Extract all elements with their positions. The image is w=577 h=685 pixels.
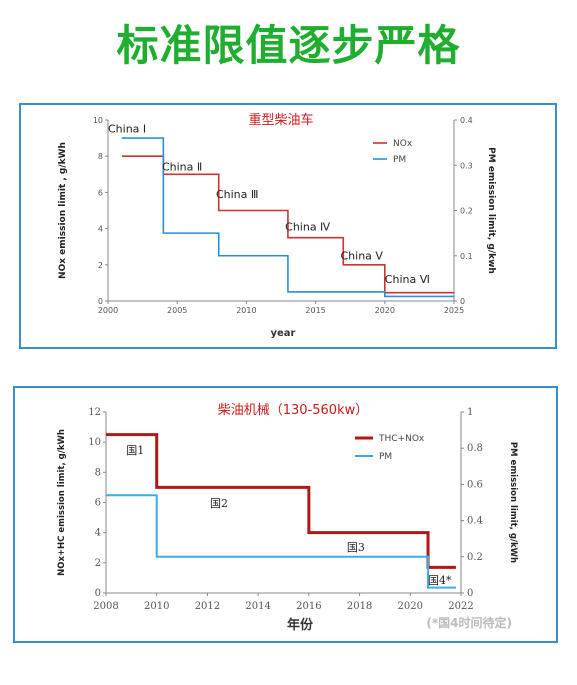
stage-label: China Ⅵ	[385, 273, 430, 286]
chart-diesel-machinery: 2008 2010 2012 2014 2016 2018 2020 202202468101…	[57, 403, 518, 633]
x-tick-label: 2010	[236, 306, 256, 315]
x-axis-title: 年份	[287, 617, 314, 633]
y-tick-label: 0	[98, 297, 103, 306]
stage-label: China Ⅳ	[285, 220, 331, 233]
stage-label: China Ⅲ	[216, 188, 259, 201]
y-tick-label: 4	[98, 225, 103, 234]
y2-tick-label: 0.4	[467, 516, 483, 527]
x-tick-label: 2012	[195, 601, 220, 612]
x-tick-label: 2025	[444, 306, 464, 315]
y2-tick-label: 0.4	[460, 116, 473, 125]
headline: 标准限值逐步严格	[116, 21, 461, 70]
y-tick-label: 8	[95, 467, 101, 478]
y2-tick-label: 1	[467, 407, 473, 418]
stage-label: 国1	[126, 444, 144, 457]
chart-title: 重型柴油车	[248, 112, 313, 128]
y-tick-label: 12	[88, 407, 101, 418]
y-tick-label: 10	[88, 437, 101, 448]
x-tick-label: 2020	[375, 306, 395, 315]
y-tick-label: 10	[93, 116, 103, 125]
x-tick-label: 2022	[448, 601, 473, 612]
series-line-pm	[121, 137, 454, 298]
chart-panel-diesel-machinery: 2008 2010 2012 2014 2016 2018 2020 2022 0 2 4 6 8 10 1…	[13, 386, 558, 643]
stage-label: 国2	[210, 497, 228, 510]
legend-label: THC+NOx	[378, 434, 425, 444]
y2-axis-title: PM emission limit, g/kwh	[486, 147, 496, 274]
y2-tick-label: 0.1	[460, 252, 473, 261]
y2-tick-label: 0	[460, 297, 465, 306]
x-tick-label: 2020	[398, 601, 423, 612]
y-tick-label: 2	[95, 558, 101, 569]
x-tick-label: 2018	[347, 601, 372, 612]
y-axis-title: NOx emission limit , g/kWh	[58, 142, 68, 279]
y-tick-label: 0	[95, 588, 101, 599]
y-tick-label: 2	[98, 261, 103, 270]
x-axis-title: year	[271, 328, 296, 339]
y2-tick-label: 0.8	[467, 443, 483, 454]
x-tick-label: 2010	[144, 601, 169, 612]
footnote: (*国4时间待定)	[426, 616, 512, 630]
legend-label: PM	[379, 452, 392, 462]
x-tick-label: 2005	[167, 306, 187, 315]
y-tick-label: 6	[98, 188, 103, 197]
stage-label: 国4*	[428, 574, 452, 587]
stage-label: 国3	[347, 541, 365, 554]
x-tick-label: 2008	[93, 601, 118, 612]
chart-panel-heavy-diesel: 2000 2005 2010 2015 2020 2025 0 2 4 6 8 10 0 0.1 0.2 0.…	[19, 103, 557, 349]
x-tick-label: 2014	[245, 601, 270, 612]
chart-title: 柴油机械（130-560kw）	[218, 403, 368, 418]
y2-tick-label: 0	[467, 588, 473, 599]
y2-tick-label: 0.3	[460, 161, 473, 170]
x-tick-label: 2016	[296, 601, 321, 612]
y-tick-label: 4	[95, 528, 101, 539]
stage-label: China Ⅱ	[162, 161, 202, 174]
y2-tick-label: 0.2	[467, 552, 483, 563]
stage-label: China Ⅰ	[108, 123, 146, 136]
y-tick-label: 8	[98, 152, 103, 161]
y2-tick-label: 0.6	[467, 479, 483, 490]
x-tick-label: 2015	[305, 306, 325, 315]
y-tick-label: 6	[95, 498, 101, 509]
series-line-pm	[106, 494, 456, 589]
chart-heavy-diesel: 2000 2005 2010 2015 2020 2025024681000.10.20.…	[58, 112, 496, 339]
series-line-thc-nox	[106, 433, 456, 569]
legend-label: NOx	[393, 139, 413, 149]
legend-label: PM	[393, 155, 406, 165]
y2-axis-title: PM emission limit, g/kWh	[508, 442, 518, 563]
y-axis-title: NOx+HC emission limit, g/kWh	[57, 429, 67, 576]
y2-tick-label: 0.2	[460, 207, 473, 216]
x-tick-label: 2000	[98, 306, 118, 315]
stage-label: China Ⅴ	[341, 249, 384, 262]
